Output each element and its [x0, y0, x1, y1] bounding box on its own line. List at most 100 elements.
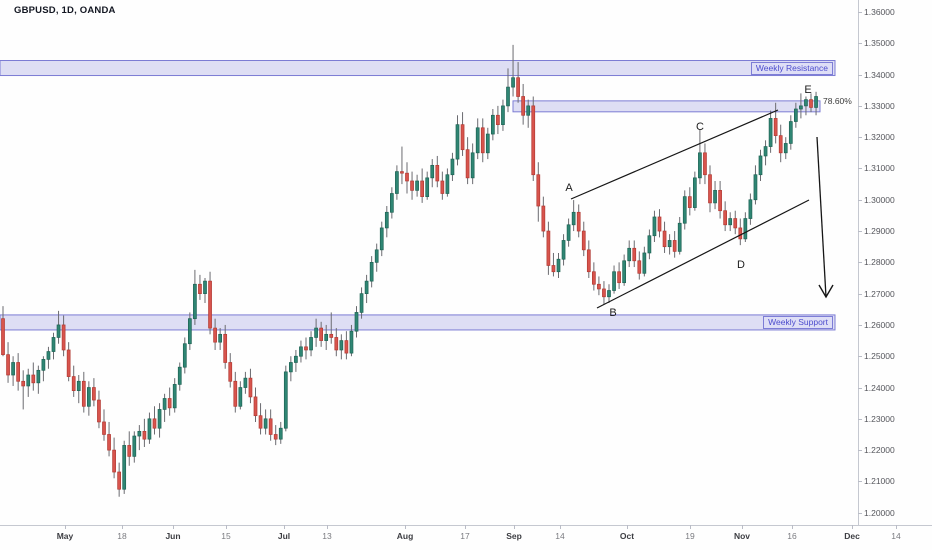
candle-up [299, 346, 303, 357]
price-tick-mark [858, 418, 862, 420]
wedge-upper-trendline[interactable] [570, 109, 779, 200]
candle-up [758, 155, 763, 176]
weekly-support-label[interactable]: Weekly Support [763, 315, 833, 329]
candle-up [395, 171, 399, 194]
time-tick-label: Aug [396, 531, 414, 541]
candle-up [445, 174, 450, 194]
candle-down [708, 174, 712, 204]
weekly-support-band[interactable] [0, 314, 836, 331]
price-tick-label: 1.24000 [864, 382, 895, 393]
time-tick-mark [514, 525, 515, 529]
price-tick-mark [858, 168, 862, 170]
candle-up [11, 362, 15, 376]
candle-down [208, 280, 212, 329]
fib-786-label[interactable]: 78.60% [823, 96, 852, 106]
candle-up [86, 387, 91, 407]
candle-up [294, 355, 298, 363]
down-arrowhead-icon[interactable] [818, 284, 834, 299]
candle-down [213, 327, 217, 343]
time-tick-mark [327, 525, 328, 529]
candle-up [415, 180, 419, 191]
candle-up [364, 280, 369, 294]
candle-down [576, 211, 581, 232]
time-tick-mark [792, 525, 793, 529]
candle-down [531, 105, 536, 176]
candle-up [455, 124, 460, 160]
time-tick-label: Nov [733, 531, 751, 541]
candle-up [748, 199, 753, 219]
candle-up [162, 398, 167, 410]
candle-up [768, 118, 773, 147]
time-tick-mark [226, 525, 227, 529]
time-tick-label: 15 [221, 531, 231, 541]
wedge-lower-trendline[interactable] [596, 199, 810, 309]
price-tick-label: 1.34000 [864, 69, 895, 80]
time-tick-label: 18 [117, 531, 127, 541]
fib-786-band[interactable] [512, 100, 821, 113]
wedge-point-label-e[interactable]: E [804, 84, 811, 96]
candle-up [682, 196, 687, 224]
candle-up [243, 377, 248, 388]
candle-up [607, 290, 611, 298]
candle-up [677, 222, 682, 252]
weekly-resistance-label[interactable]: Weekly Resistance [750, 61, 833, 75]
candle-up [172, 384, 177, 409]
time-tick-mark [627, 525, 628, 529]
time-tick-mark [173, 525, 174, 529]
candle-down [81, 380, 86, 407]
candle-down [586, 249, 591, 273]
time-tick-mark [405, 525, 406, 529]
candle-up [728, 218, 733, 226]
candle-down [112, 449, 116, 473]
symbol-title[interactable]: GBPUSD, 1D, OANDA [14, 5, 116, 16]
candle-down [329, 333, 334, 338]
candle-down [405, 172, 409, 182]
price-tick-label: 1.23000 [864, 413, 895, 424]
weekly-resistance-band[interactable] [0, 60, 836, 77]
time-tick-label: 14 [891, 531, 901, 541]
candle-up [359, 293, 364, 313]
candle-down [778, 135, 783, 154]
price-tick-mark [858, 450, 862, 452]
time-tick-label: May [56, 531, 74, 541]
candle-up [354, 312, 359, 332]
candle-up [526, 105, 531, 116]
candle-down [738, 227, 743, 240]
candle-down [460, 124, 465, 151]
time-tick-mark [560, 525, 561, 529]
candle-down [591, 271, 596, 285]
candle-up [390, 193, 394, 213]
price-tick-label: 1.35000 [864, 38, 895, 49]
price-tick-label: 1.30000 [864, 194, 895, 205]
candle-down [773, 118, 778, 136]
wedge-point-label-a[interactable]: A [565, 182, 573, 194]
candle-down [687, 196, 692, 208]
price-tick-label: 1.21000 [864, 476, 895, 487]
candle-up [814, 96, 818, 108]
candle-up [26, 374, 31, 387]
down-arrow-line[interactable] [816, 136, 827, 298]
wedge-point-label-d[interactable]: D [737, 259, 745, 271]
candle-up [491, 114, 495, 135]
candle-up [41, 359, 46, 371]
candle-up [36, 369, 41, 384]
time-tick-mark [896, 525, 897, 529]
wedge-point-label-c[interactable]: C [696, 121, 704, 133]
wedge-point-label-b[interactable]: B [609, 307, 616, 319]
price-tick-label: 1.29000 [864, 226, 895, 237]
candle-down [617, 271, 621, 284]
candle-down [496, 114, 500, 126]
candle-down [198, 283, 202, 294]
candle-down [248, 377, 253, 398]
candle-down [142, 430, 147, 440]
candle-up [450, 158, 455, 176]
candle-up [799, 105, 803, 110]
time-tick-label: Jul [277, 531, 291, 541]
candle-down [637, 260, 642, 274]
candle-down [516, 77, 520, 97]
time-tick-mark [122, 525, 123, 529]
candle-down [71, 376, 76, 392]
candle-down [420, 180, 424, 197]
candle-down [597, 283, 601, 290]
